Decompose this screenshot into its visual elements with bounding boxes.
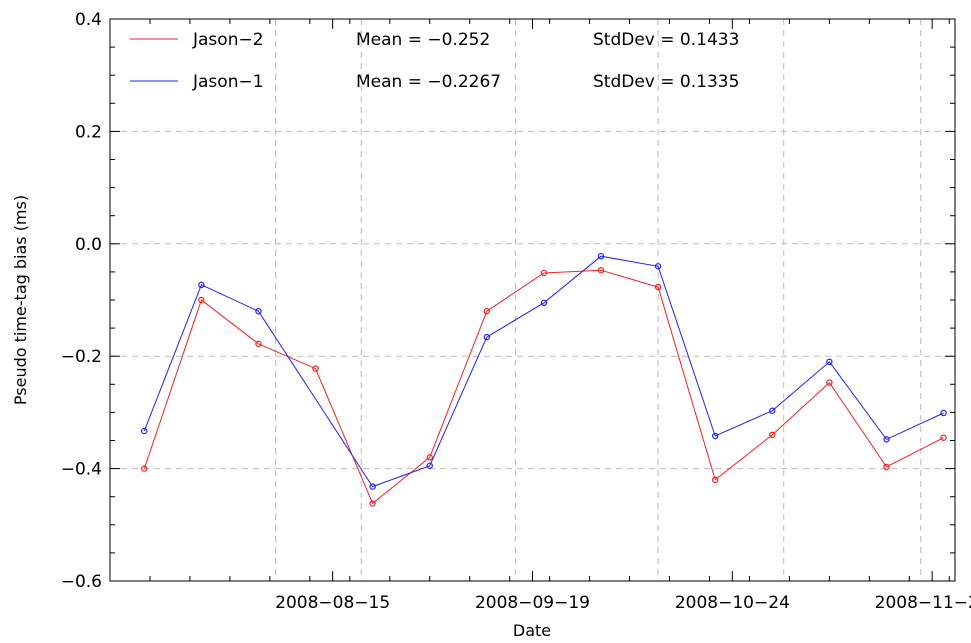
data-point-jason-1 — [369, 483, 376, 490]
x-tick-label: 2008−09−19 — [475, 593, 590, 613]
y-tick-label: −0.6 — [61, 572, 102, 592]
grid-layer — [110, 19, 955, 581]
x-tick-label: 2008−11−28 — [875, 593, 971, 613]
y-tick-label: −0.4 — [61, 460, 102, 480]
data-point-jason-2 — [198, 296, 205, 304]
data-point-jason-1 — [426, 462, 433, 469]
x-tick-label: 2008−10−24 — [675, 593, 790, 613]
data-point-jason-1 — [940, 409, 947, 417]
axes-layer: −0.6 −0.4 −0.2 0.0 0.2 0.4 2008−08−15 2008−09−1… — [61, 10, 971, 613]
legend-label-jason-2: Jason−2 — [192, 30, 264, 50]
legend-stddev-jason-2: StdDev = 0.1433 — [593, 30, 739, 50]
series-layer — [141, 252, 947, 507]
plot-frame — [109, 18, 956, 582]
data-point-jason-2 — [769, 431, 776, 439]
data-point-jason-1 — [141, 427, 148, 435]
data-point-jason-1 — [198, 281, 205, 289]
data-point-jason-2 — [255, 340, 262, 348]
data-point-jason-1 — [540, 299, 548, 307]
legend-label-jason-1: Jason−1 — [192, 72, 264, 92]
legend-stddev-jason-1: StdDev = 0.1335 — [593, 72, 739, 92]
data-point-jason-2 — [712, 476, 719, 484]
series-line-jason-2 — [143, 269, 944, 505]
data-point-jason-1 — [654, 263, 662, 270]
y-tick-label: 0.4 — [75, 10, 102, 30]
data-point-jason-2 — [483, 308, 491, 315]
x-tick-label: 2008−08−15 — [275, 593, 390, 613]
legend-layer: Jason−2 Mean = −0.252 StdDev = 0.1433 Jason… — [130, 30, 739, 92]
y-tick-label: 0.0 — [75, 235, 102, 255]
data-point-jason-2 — [141, 465, 148, 472]
y-tick-label: 0.2 — [75, 122, 102, 142]
legend-mean-jason-1: Mean = −0.2267 — [356, 72, 501, 92]
data-point-jason-2 — [940, 434, 947, 441]
data-point-jason-1 — [826, 358, 833, 366]
data-point-jason-1 — [769, 407, 776, 414]
data-point-jason-2 — [540, 269, 548, 277]
data-point-jason-2 — [312, 365, 319, 372]
y-tick-label: −0.2 — [61, 347, 102, 367]
data-point-jason-1 — [483, 333, 491, 341]
data-point-jason-1 — [255, 308, 262, 315]
x-axis-title: Date — [513, 621, 551, 640]
data-point-jason-1 — [883, 436, 890, 443]
data-point-jason-2 — [654, 283, 662, 291]
data-point-jason-2 — [826, 379, 833, 386]
legend-mean-jason-2: Mean = −0.252 — [356, 30, 490, 50]
data-point-jason-2 — [883, 463, 890, 471]
series-line-jason-1 — [143, 255, 944, 488]
data-point-jason-1 — [712, 432, 719, 440]
y-axis-title: Pseudo time-tag bias (ms) — [11, 195, 30, 405]
data-point-jason-2 — [597, 267, 605, 274]
data-point-jason-1 — [597, 252, 605, 260]
data-point-jason-2 — [369, 500, 376, 507]
data-point-jason-2 — [426, 454, 433, 461]
